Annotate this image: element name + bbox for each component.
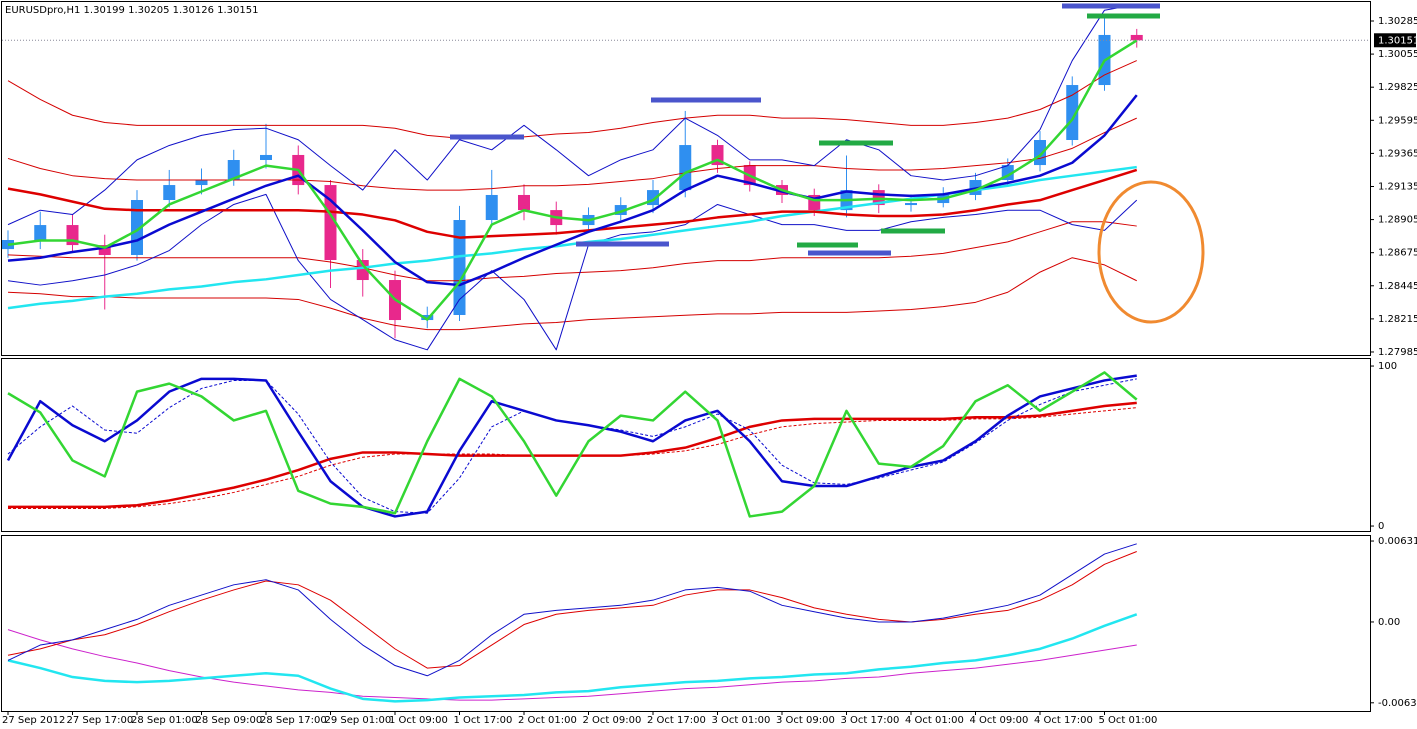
last-price-box <box>1374 33 1416 48</box>
y-tick-label: 1.28675 <box>1378 248 1417 259</box>
y-tick-label: 0.00 <box>1378 617 1400 628</box>
symbol-header: EURUSDpro,H1 1.30199 1.30205 1.30126 1.3… <box>5 5 259 16</box>
y-tick-label: 0.006317 <box>1378 536 1417 547</box>
candle-body <box>421 314 434 321</box>
indicator-line <box>6 374 1137 518</box>
x-tick-label: 28 Sep 17:00 <box>260 715 327 726</box>
x-tick-label: 28 Sep 01:00 <box>131 715 198 726</box>
candle-body <box>260 154 272 161</box>
x-tick-label: 2 Oct 09:00 <box>583 715 642 726</box>
y-tick-label: 1.29825 <box>1378 82 1417 93</box>
annotations <box>450 3 1205 324</box>
x-tick-label: 1 Oct 17:00 <box>454 715 513 726</box>
x-tick-label: 5 Oct 01:00 <box>1099 715 1158 726</box>
candle-body <box>453 220 466 315</box>
candle-body <box>1130 34 1143 41</box>
y-tick-label: 1.29135 <box>1378 181 1417 192</box>
x-tick-label: 28 Sep 09:00 <box>196 715 263 726</box>
y-tick-label: 100 <box>1378 361 1397 372</box>
x-tick-label: 3 Oct 17:00 <box>841 715 900 726</box>
x-tick-label: 3 Oct 01:00 <box>712 715 771 726</box>
indicator-line <box>8 401 1137 509</box>
candle-body <box>905 203 917 206</box>
indicator-line <box>7 629 1137 701</box>
candle-body <box>195 180 208 186</box>
indicator-line <box>7 168 1138 239</box>
y-tick-label: 1.28445 <box>1378 281 1417 292</box>
x-tick-label: 29 Sep 01:00 <box>325 715 392 726</box>
macd-plot <box>7 543 1138 703</box>
indicator-line <box>7 613 1138 703</box>
candle-body <box>614 205 627 215</box>
x-tick-label: 27 Sep 2012 <box>2 715 65 726</box>
y-tick-label: 1.29595 <box>1378 115 1417 126</box>
oscillator-plot <box>6 371 1138 518</box>
candle-body <box>679 145 692 191</box>
y-tick-label: -0.00631 <box>1378 698 1417 709</box>
x-tick-label: 2 Oct 17:00 <box>647 715 706 726</box>
candle-body <box>356 260 369 281</box>
x-tick-label: 2 Oct 01:00 <box>518 715 577 726</box>
indicator-line <box>7 94 1138 287</box>
oscillator-panel <box>1 358 1371 532</box>
y-tick-label: 1.29365 <box>1378 148 1417 159</box>
indicator-line <box>7 257 1137 331</box>
x-tick-label: 27 Sep 17:00 <box>67 715 134 726</box>
x-tick-label: 1 Oct 09:00 <box>389 715 448 726</box>
y-tick-label: 1.28905 <box>1378 215 1417 226</box>
highlight-ellipse <box>1097 180 1205 324</box>
x-tick-label: 4 Oct 09:00 <box>970 715 1029 726</box>
x-tick-label: 4 Oct 17:00 <box>1034 715 1093 726</box>
x-tick-label: 3 Oct 09:00 <box>776 715 835 726</box>
candle-body <box>163 185 176 201</box>
indicator-line <box>7 543 1137 677</box>
indicator-line <box>7 193 1138 351</box>
macd-panel <box>1 535 1371 712</box>
indicator-line <box>7 221 1137 282</box>
x-tick-label: 4 Oct 01:00 <box>905 715 964 726</box>
indicator-line <box>7 371 1138 518</box>
y-tick-label: 1.28215 <box>1378 314 1417 325</box>
indicator-line <box>7 60 1137 139</box>
last-price-label: 1.30151 <box>1378 35 1417 46</box>
indicator-line <box>7 3 1137 226</box>
candle-body <box>485 194 498 221</box>
candle-body <box>227 160 240 181</box>
indicator-line <box>7 117 1137 191</box>
y-tick-label: 1.27985 <box>1378 347 1417 358</box>
indicator-line <box>7 39 1138 321</box>
indicator-line <box>7 551 1137 669</box>
candle-body <box>98 245 111 255</box>
main-plot <box>2 3 1370 351</box>
candle-body <box>1066 85 1079 141</box>
candle-body <box>518 194 530 211</box>
y-tick-label: 1.30055 <box>1378 49 1417 60</box>
candle-body <box>34 225 47 241</box>
y-tick-label: 1.30285 <box>1378 16 1417 27</box>
y-tick-label: 0 <box>1378 521 1384 532</box>
